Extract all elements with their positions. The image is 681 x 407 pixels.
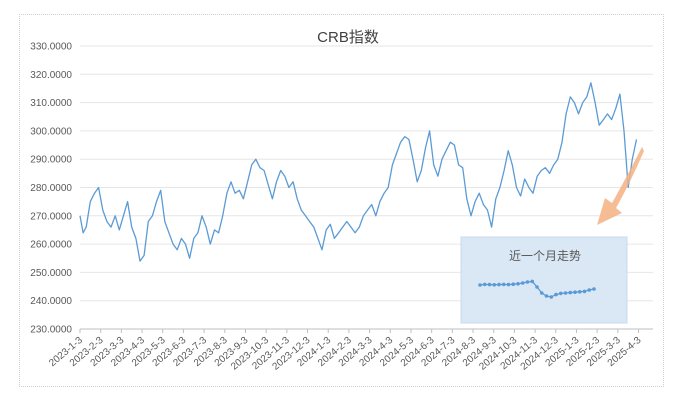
- y-tick-label: 330.0000: [30, 42, 72, 53]
- y-tick-label: 310.0000: [30, 98, 72, 109]
- inset-point: [525, 280, 530, 284]
- y-tick-label: 280.0000: [30, 183, 72, 194]
- chart-frame: CRB指数 230.0000 240.0000 250.0000 260.0000 27…: [19, 14, 664, 387]
- inset-point: [506, 282, 511, 287]
- inset-point: [587, 288, 592, 292]
- y-tick-label: 290.0000: [30, 155, 72, 166]
- inset-point: [568, 290, 573, 295]
- inset-point: [563, 291, 568, 295]
- inset-point: [592, 287, 596, 291]
- inset-point: [497, 282, 501, 287]
- y-axis: 230.0000 240.0000 250.0000 260.0000 270.0000…: [30, 42, 72, 336]
- x-axis: 2023-1-32023-2-32023-3-32023-4-32023-5-3…: [47, 328, 653, 373]
- series-line: [79, 82, 638, 262]
- y-tick-label: 300.0000: [30, 126, 72, 137]
- inset-point: [478, 283, 482, 287]
- y-tick-label: 230.0000: [30, 325, 72, 336]
- grid-lines: [80, 45, 653, 302]
- chart-title: CRB指数: [317, 29, 379, 46]
- inset-point: [577, 290, 582, 294]
- inset-point: [492, 283, 497, 287]
- y-tick-label: 270.0000: [30, 211, 72, 222]
- y-tick-label: 250.0000: [30, 268, 72, 279]
- inset-point: [520, 281, 525, 285]
- inset-point: [582, 289, 587, 294]
- arrow-shape: [597, 147, 644, 225]
- inset-point: [482, 282, 487, 287]
- inset-point: [516, 282, 520, 286]
- inset-series: [478, 279, 596, 299]
- y-tick-label: 260.0000: [30, 240, 72, 251]
- arrow-annotation: [597, 147, 644, 225]
- y-tick-label: 320.0000: [30, 70, 72, 81]
- recent-month-inset: 近一个月走势: [460, 236, 628, 324]
- inset-point: [554, 292, 558, 297]
- inset-point: [511, 282, 516, 287]
- inset-point: [573, 290, 577, 295]
- inset-point: [558, 291, 563, 296]
- inset-title: 近一个月走势: [509, 249, 581, 263]
- inset-background: [460, 236, 628, 324]
- crb-index-chart: CRB指数 230.0000 240.0000 250.0000 260.0000 27…: [30, 29, 653, 373]
- inset-point: [487, 282, 492, 287]
- inset-point: [539, 291, 544, 295]
- inset-point: [535, 285, 539, 289]
- inset-point: [501, 282, 506, 287]
- series-layer: [79, 82, 638, 262]
- inset-point: [530, 279, 535, 284]
- inset-point: [544, 294, 549, 298]
- y-tick-label: 240.0000: [30, 296, 72, 307]
- inset-point: [549, 295, 554, 299]
